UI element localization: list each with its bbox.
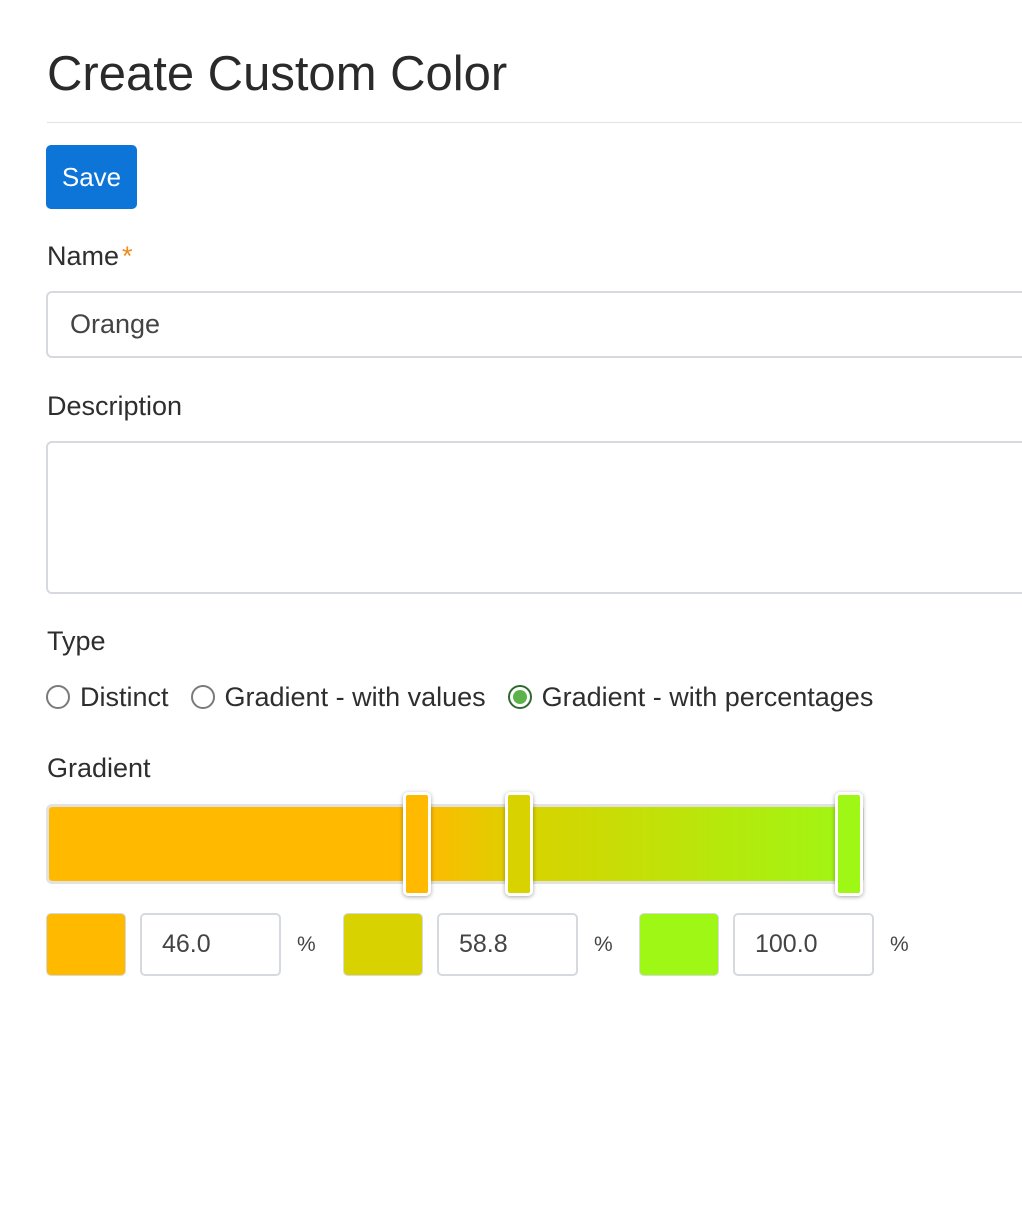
percent-unit: % bbox=[890, 932, 909, 956]
radio-label-distinct: Distinct bbox=[80, 682, 169, 712]
type-option-gradient-values[interactable]: Gradient - with values bbox=[190, 681, 486, 713]
stop-percentage-input[interactable] bbox=[733, 913, 874, 976]
radio-gradient-percentages[interactable] bbox=[507, 685, 532, 709]
gradient-handle-1[interactable] bbox=[403, 792, 431, 896]
description-textarea[interactable] bbox=[46, 441, 1022, 594]
gradient-bar bbox=[46, 804, 864, 884]
type-option-gradient-percentages[interactable]: Gradient - with percentages bbox=[507, 681, 874, 713]
gradient-stop-2: % bbox=[343, 913, 613, 976]
percent-unit: % bbox=[297, 932, 316, 956]
required-asterisk: * bbox=[122, 241, 133, 271]
name-input[interactable] bbox=[46, 291, 1022, 358]
type-radio-group: Distinct Gradient - with values Gradient… bbox=[46, 680, 895, 714]
type-option-distinct[interactable]: Distinct bbox=[46, 681, 169, 713]
name-label: Name * bbox=[47, 240, 133, 272]
gradient-stop-3: % bbox=[639, 913, 909, 976]
gradient-stop-1: % bbox=[46, 913, 316, 976]
name-label-text: Name bbox=[47, 241, 120, 271]
stop-percentage-input[interactable] bbox=[140, 913, 281, 976]
color-swatch[interactable] bbox=[639, 913, 719, 976]
gradient-fill bbox=[49, 807, 861, 881]
gradient-handle-3[interactable] bbox=[835, 792, 863, 896]
stop-percentage-input[interactable] bbox=[437, 913, 578, 976]
radio-label-gradient-values: Gradient - with values bbox=[224, 682, 486, 712]
radio-label-gradient-percentages: Gradient - with percentages bbox=[541, 682, 874, 712]
type-label: Type bbox=[47, 626, 106, 656]
title-divider bbox=[47, 122, 1022, 123]
description-label: Description bbox=[47, 391, 183, 421]
radio-distinct[interactable] bbox=[46, 685, 70, 709]
color-swatch[interactable] bbox=[46, 913, 126, 976]
percent-unit: % bbox=[594, 932, 613, 956]
gradient-handle-2[interactable] bbox=[505, 792, 533, 896]
save-button[interactable]: Save bbox=[46, 145, 137, 209]
gradient-label: Gradient bbox=[47, 753, 151, 783]
radio-gradient-values[interactable] bbox=[190, 685, 215, 709]
page-title: Create Custom Color bbox=[47, 47, 508, 101]
color-swatch[interactable] bbox=[343, 913, 423, 976]
